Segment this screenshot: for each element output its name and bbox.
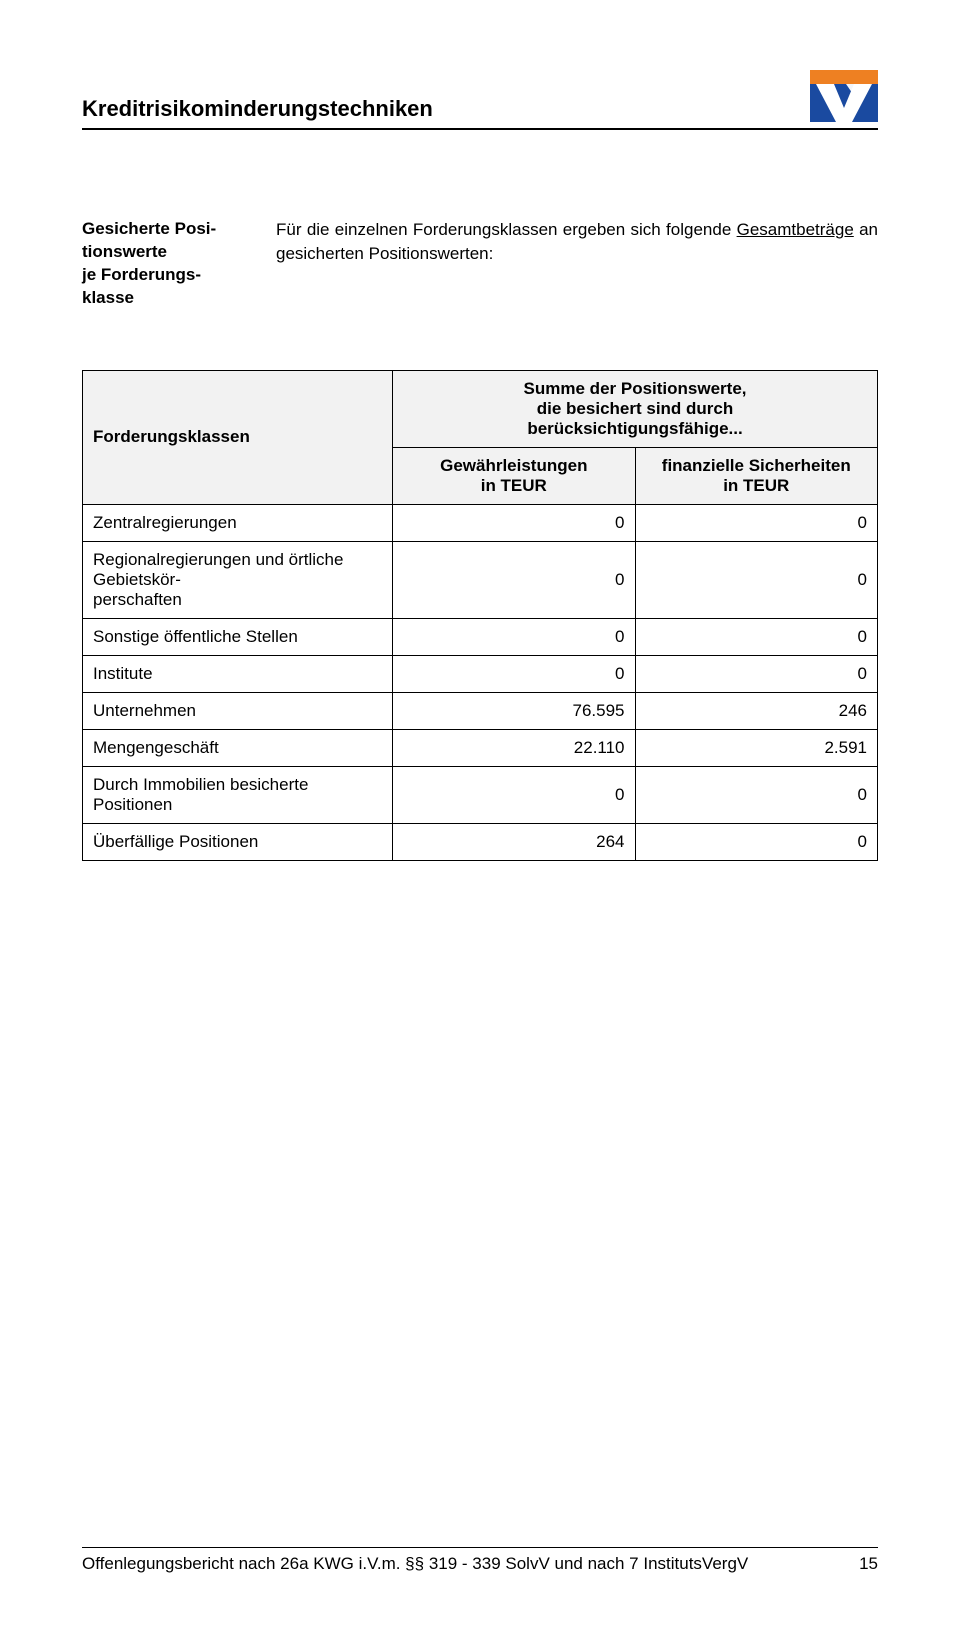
table-row: Institute 0 0 [83, 655, 878, 692]
cell-label: Mengengeschäft [83, 729, 393, 766]
intro-text-before: Für die einzelnen Forderungsklassen erge… [276, 220, 737, 239]
cell-v2: 2.591 [635, 729, 877, 766]
th-col2-l2: in TEUR [723, 476, 789, 495]
table-row: Sonstige öffentliche Stellen 0 0 [83, 618, 878, 655]
cell-v2: 0 [635, 618, 877, 655]
page-footer: Offenlegungsbericht nach 26a KWG i.V.m. … [82, 1547, 878, 1574]
th-span-l3: berücksichtigungsfähige... [527, 419, 742, 438]
table-row: Zentralregierungen 0 0 [83, 504, 878, 541]
th-span-header: Summe der Positionswerte, die besichert … [393, 370, 878, 447]
intro-label-line1: Gesicherte Posi- [82, 219, 216, 238]
intro-body-text: Für die einzelnen Forderungsklassen erge… [276, 218, 878, 266]
table-row: Regionalregierungen und örtliche Gebiets… [83, 541, 878, 618]
cell-label: Unternehmen [83, 692, 393, 729]
th-span-l2: die besichert sind durch [537, 399, 734, 418]
intro-text-underlined: Gesamtbeträge [737, 220, 854, 239]
th-row-header: Forderungsklassen [83, 370, 393, 504]
footer-page-number: 15 [859, 1554, 878, 1574]
th-col1-l2: in TEUR [481, 476, 547, 495]
cell-v1: 0 [393, 766, 635, 823]
cell-label: Institute [83, 655, 393, 692]
cell-v1: 264 [393, 823, 635, 860]
table-row: Durch Immobilien besicherte Positionen 0… [83, 766, 878, 823]
cell-v2: 246 [635, 692, 877, 729]
intro-label-line3: je Forderungs- [82, 265, 201, 284]
table-body: Zentralregierungen 0 0 Regionalregierung… [83, 504, 878, 860]
intro-margin-label: Gesicherte Posi- tionswerte je Forderung… [82, 218, 262, 310]
vr-bank-logo [810, 70, 878, 122]
cell-label: Überfällige Positionen [83, 823, 393, 860]
cell-label: Zentralregierungen [83, 504, 393, 541]
intro-section: Gesicherte Posi- tionswerte je Forderung… [82, 218, 878, 310]
cell-v2: 0 [635, 541, 877, 618]
intro-label-line4: klasse [82, 288, 134, 307]
footer-text: Offenlegungsbericht nach 26a KWG i.V.m. … [82, 1554, 748, 1574]
table-row: Mengengeschäft 22.110 2.591 [83, 729, 878, 766]
cell-v2: 0 [635, 823, 877, 860]
cell-label: Regionalregierungen und örtliche Gebiets… [83, 541, 393, 618]
page-title: Kreditrisikominderungstechniken [82, 96, 433, 122]
cell-v1: 76.595 [393, 692, 635, 729]
cell-v2: 0 [635, 655, 877, 692]
table-row: Unternehmen 76.595 246 [83, 692, 878, 729]
cell-v1: 0 [393, 655, 635, 692]
th-col1-l1: Gewährleistungen [440, 456, 587, 475]
cell-label: Durch Immobilien besicherte Positionen [83, 766, 393, 823]
th-col1: Gewährleistungen in TEUR [393, 447, 635, 504]
intro-label-line2: tionswerte [82, 242, 167, 261]
cell-v1: 22.110 [393, 729, 635, 766]
cell-v2: 0 [635, 766, 877, 823]
cell-v1: 0 [393, 504, 635, 541]
cell-v1: 0 [393, 618, 635, 655]
th-col2: finanzielle Sicherheiten in TEUR [635, 447, 877, 504]
th-span-l1: Summe der Positionswerte, [524, 379, 747, 398]
positions-table: Forderungsklassen Summe der Positionswer… [82, 370, 878, 861]
th-col2-l1: finanzielle Sicherheiten [662, 456, 851, 475]
cell-v1: 0 [393, 541, 635, 618]
table-row: Überfällige Positionen 264 0 [83, 823, 878, 860]
page-header: Kreditrisikominderungstechniken [82, 70, 878, 130]
cell-v2: 0 [635, 504, 877, 541]
cell-label: Sonstige öffentliche Stellen [83, 618, 393, 655]
